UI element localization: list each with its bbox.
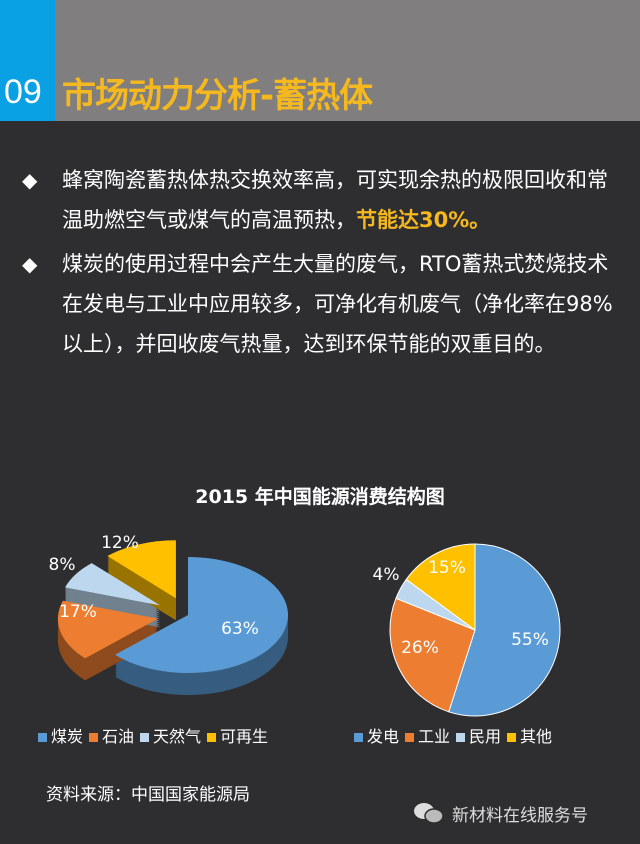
legend-swatch [140,733,150,742]
legend-item: 可再生 [207,723,268,747]
wechat-icon [414,803,444,824]
legend-swatch [354,733,363,742]
bullet-item: ◆ 蜂窝陶瓷蓄热体热交换效率高，可实现余热的极限回收和常温助燃空气或煤气的高温预热… [22,160,622,240]
number-block [0,0,55,121]
pie-slice-0 [448,543,561,717]
legend-swatch [89,733,99,742]
source-note: 资料来源：中国国家能源局 [46,785,250,805]
legend-item: 发电 [354,723,399,747]
data-label: 26% [401,638,439,658]
legend-swatch [507,733,517,742]
pie-slice-2 [65,563,161,606]
bullet-list: ◆ 蜂窝陶瓷蓄热体热交换效率高，可实现余热的极限回收和常温助燃空气或煤气的高温预热… [22,160,622,368]
pie-slice-1 [389,597,476,713]
diamond-icon: ◆ [22,168,38,192]
legend-label: 其他 [520,727,553,746]
data-label: 55% [511,630,549,650]
legend-label: 石油 [102,727,135,746]
legend-label: 煤炭 [51,727,84,746]
legend-item: 煤炭 [38,723,83,747]
legend-label: 可再生 [220,727,269,746]
data-label: 4% [373,565,400,585]
slide-title: 市场动力分析-蓄热体 [62,76,373,116]
legend-item: 其他 [507,723,552,747]
legend-right: 发电 工业 民用 其他 [354,723,552,747]
legend-label: 民用 [469,727,502,746]
pie-slice-3 [405,543,476,631]
legend-swatch [405,733,415,742]
legend-swatch [456,733,466,742]
legend-item: 石油 [89,723,134,747]
bullet-item: ◆ 煤炭的使用过程中会产生大量的废气，RTO蓄热式焚烧技术在发电与工业中应用较多，… [22,244,622,364]
legend-item: 天然气 [140,723,201,747]
data-label: 8% [49,555,76,575]
legend-swatch [38,733,47,742]
pie-slice-1 [57,600,158,659]
data-label: 12% [101,533,139,553]
legend-label: 天然气 [153,727,202,746]
legend-left: 煤炭 石油 天然气 可再生 [38,723,268,747]
chart-title: 2015 年中国能源消费结构图 [195,486,445,508]
header: 09 市场动力分析-蓄热体 [0,0,640,121]
data-label: 15% [428,558,466,578]
data-label: 17% [59,602,97,622]
legend-swatch [207,733,217,742]
slide-number: 09 [4,73,42,111]
diamond-icon: ◆ [22,252,38,276]
pie-slice-0 [115,557,288,673]
legend-label: 发电 [367,727,400,746]
legend-label: 工业 [418,727,451,746]
legend-item: 工业 [405,723,450,747]
legend-item: 民用 [456,723,501,747]
footer-account: 新材料在线服务号 [412,800,588,826]
pie-slice-3 [107,540,176,599]
data-label: 63% [221,619,259,639]
